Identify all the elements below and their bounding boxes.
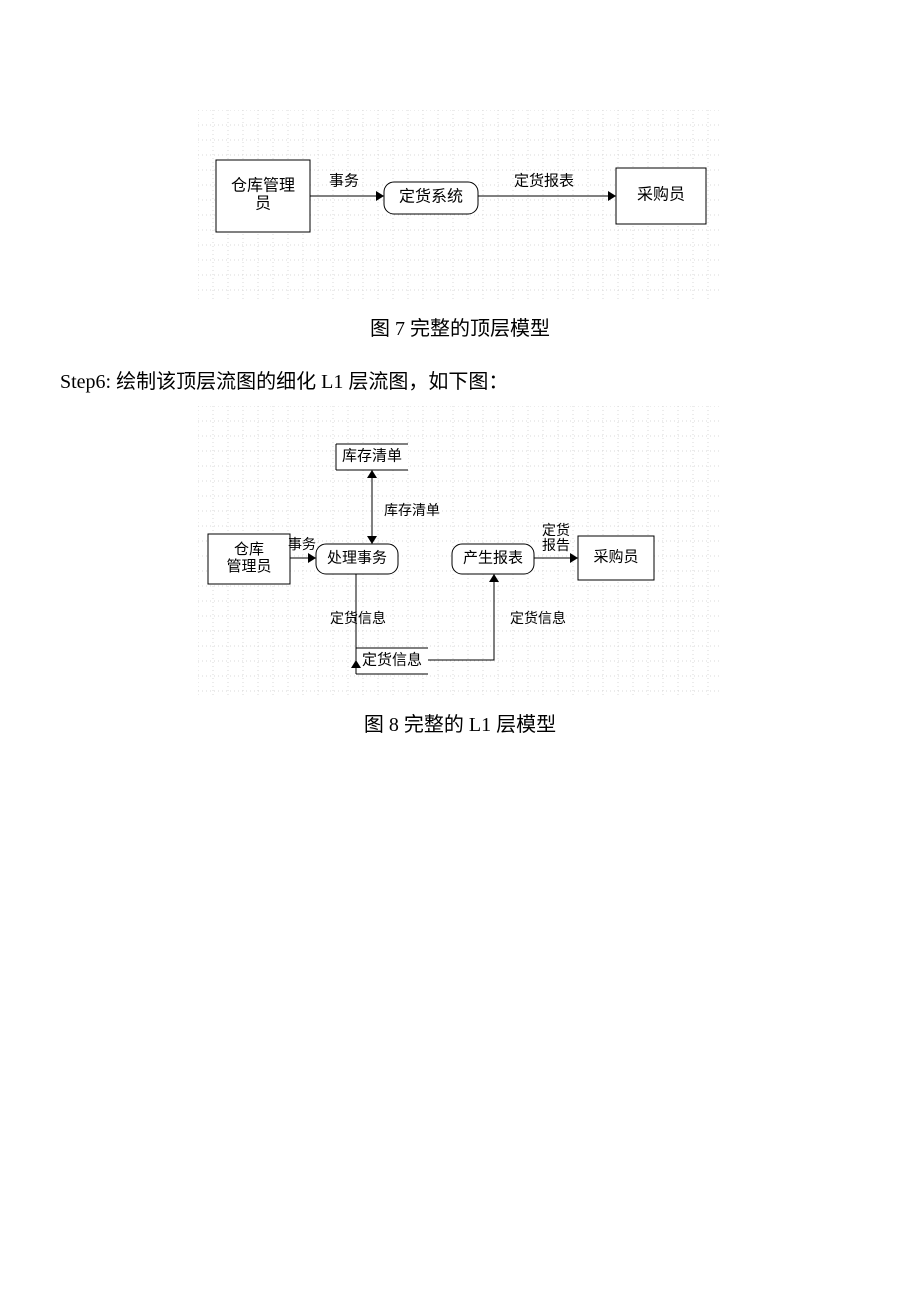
svg-text:仓库: 仓库 [234,541,264,558]
svg-text:定货: 定货 [542,522,570,539]
svg-text:产生报表: 产生报表 [463,549,523,566]
svg-text:库存清单: 库存清单 [384,503,440,519]
figure8-svg: 仓库管理员处理事务产生报表采购员库存清单定货信息事务库存清单定货信息定货信息定货… [198,406,722,696]
svg-text:管理员: 管理员 [226,558,271,575]
svg-text:定货报表: 定货报表 [514,172,574,189]
svg-text:报告: 报告 [542,538,570,554]
svg-text:定货系统: 定货系统 [399,188,463,206]
figure8-caption: 图 8 完整的 L1 层模型 [0,708,920,737]
svg-text:库存清单: 库存清单 [342,447,402,464]
figure7-container: 仓库管理员 定货系统 采购员 事务 定货报表 图 7 完整的顶层模型 [0,0,920,341]
svg-text:仓库管理: 仓库管理 [231,177,295,195]
svg-text:定货信息: 定货信息 [510,610,566,627]
figure7-svg: 仓库管理员 定货系统 采购员 事务 定货报表 [198,110,722,300]
figure7-caption: 图 7 完整的顶层模型 [0,312,920,341]
step6-text: Step6: 绘制该顶层流图的细化 L1 层流图，如下图： [60,365,920,394]
svg-text:采购员: 采购员 [593,548,638,565]
svg-text:事务: 事务 [288,537,316,553]
svg-text:采购员: 采购员 [637,186,685,204]
svg-text:处理事务: 处理事务 [327,549,387,566]
svg-text:定货信息: 定货信息 [362,651,422,668]
svg-text:定货信息: 定货信息 [330,610,386,627]
svg-text:员: 员 [255,195,271,213]
svg-text:事务: 事务 [329,172,359,189]
figure8-container: 仓库管理员处理事务产生报表采购员库存清单定货信息事务库存清单定货信息定货信息定货… [0,406,920,737]
